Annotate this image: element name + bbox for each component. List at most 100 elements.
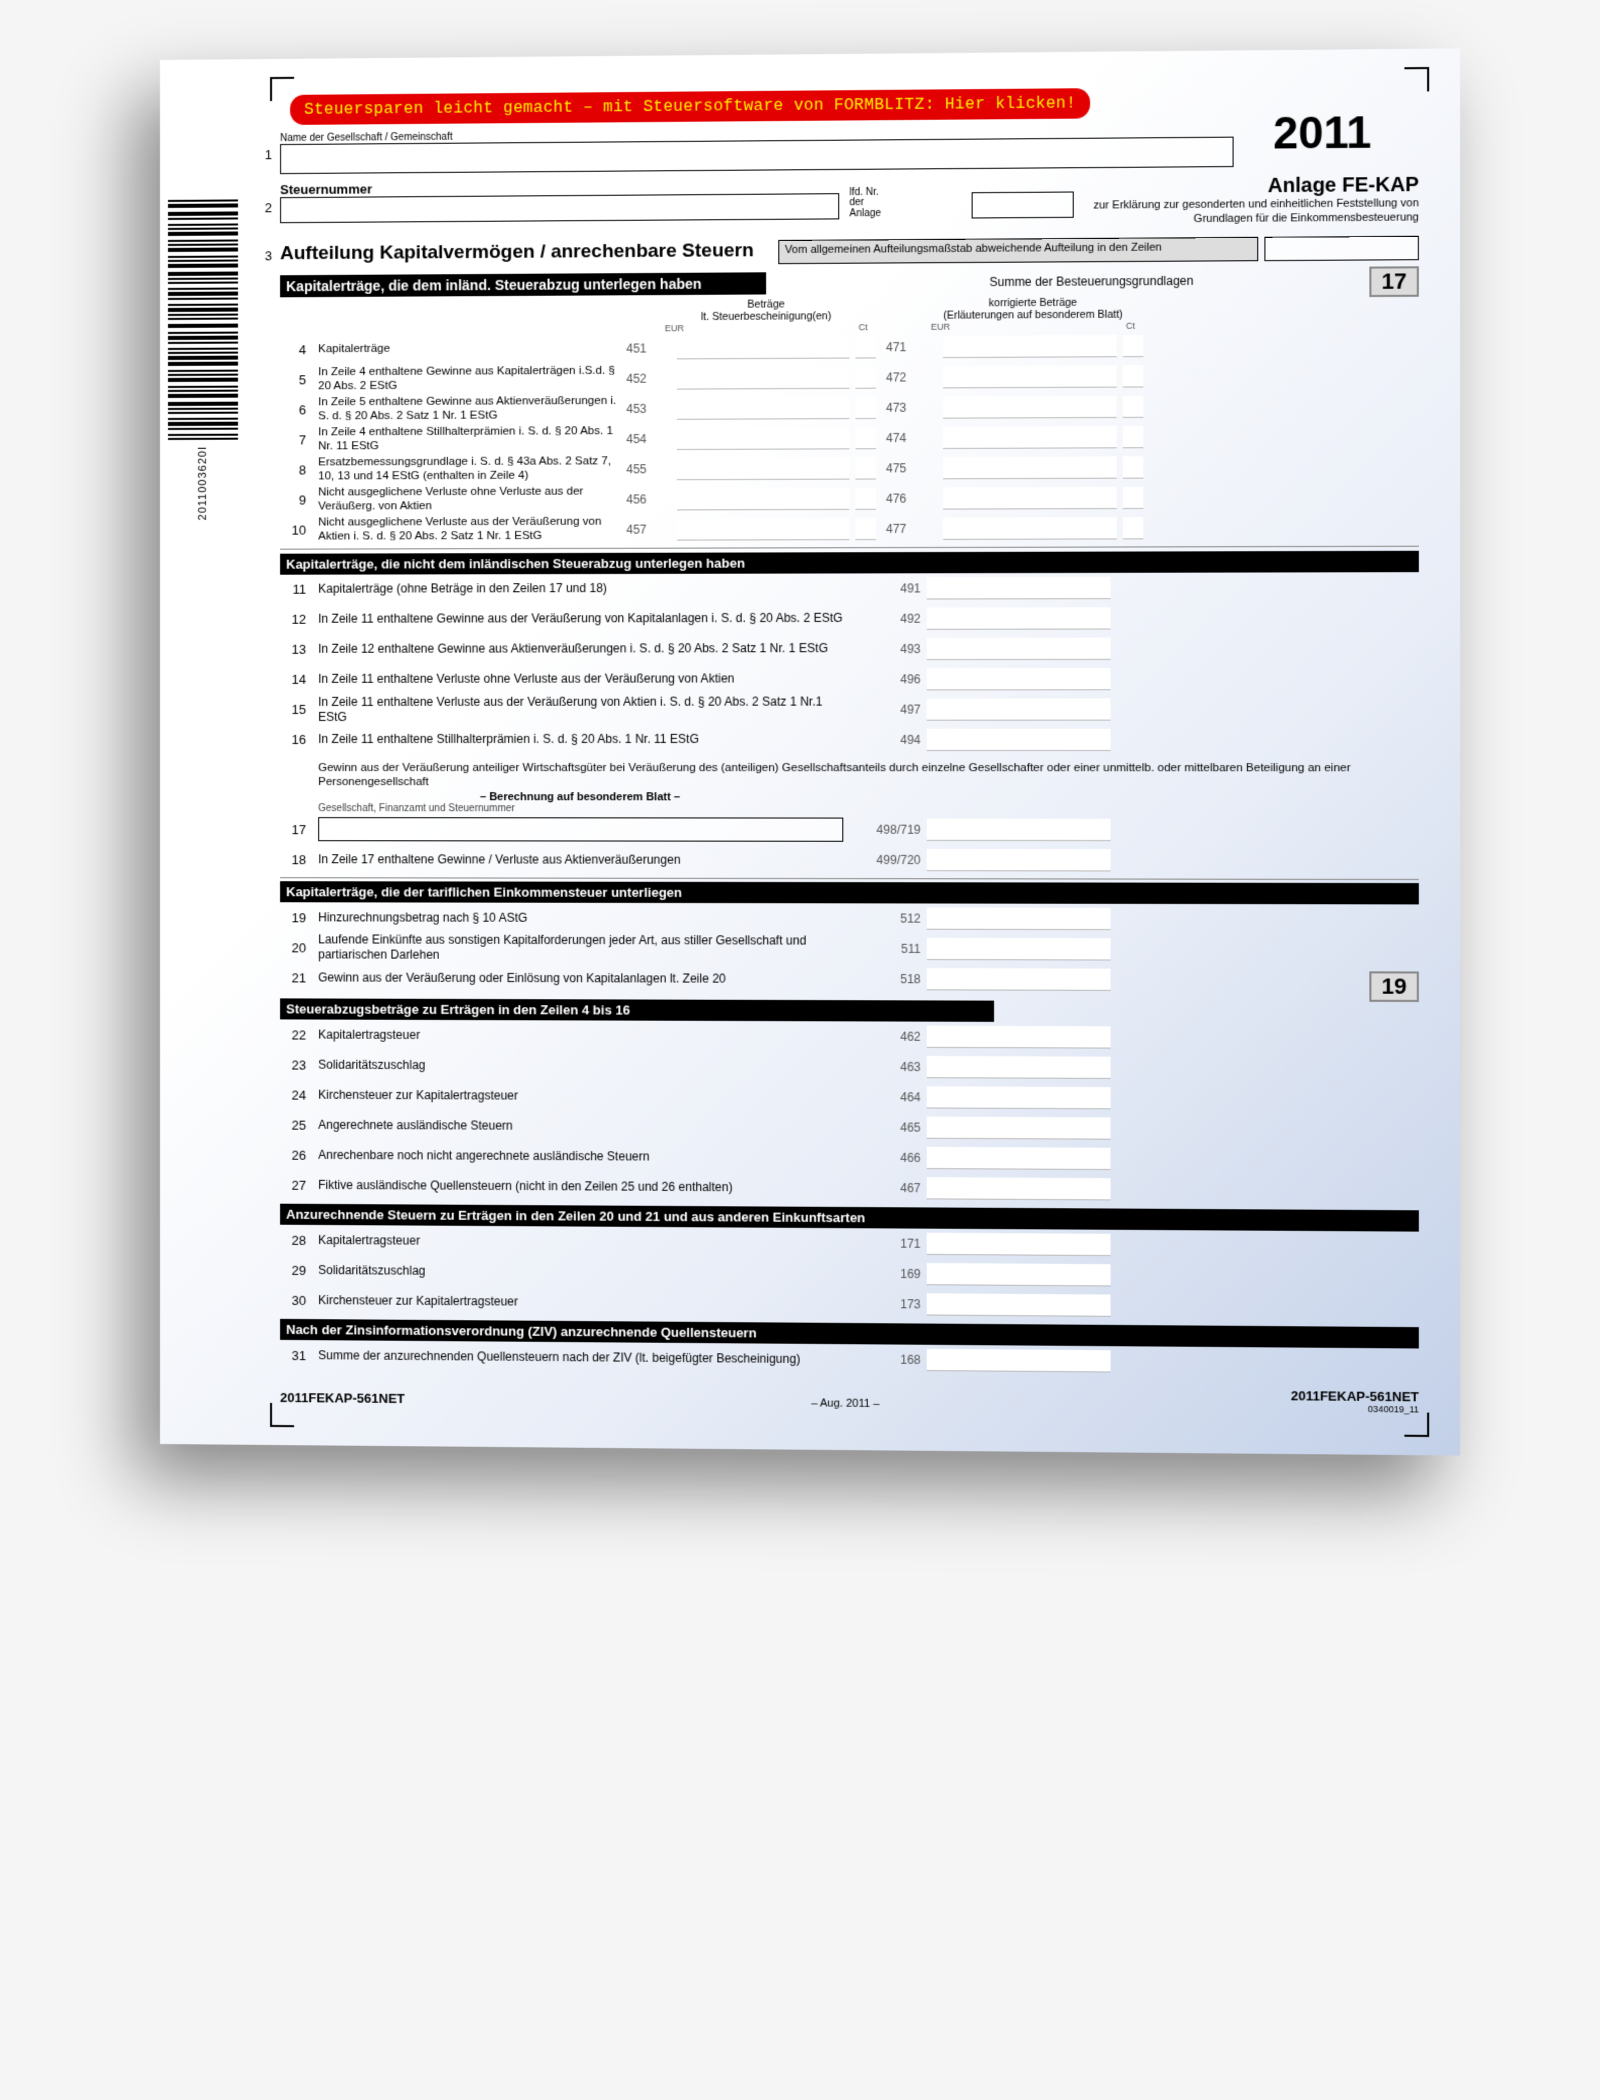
table-row: 21 Gewinn aus der Veräußerung oder Einlö…: [280, 963, 1419, 997]
amount-input[interactable]: [927, 1177, 1111, 1200]
field-code: 512: [849, 912, 920, 926]
field-code: 477: [886, 521, 937, 535]
field-code: 499/720: [849, 853, 920, 867]
row-number: 7: [280, 432, 312, 447]
amount-input[interactable]: [677, 396, 849, 419]
amount-input[interactable]: [927, 698, 1111, 720]
ct-input[interactable]: [855, 457, 875, 479]
amount-input[interactable]: [927, 1117, 1111, 1140]
col-b-head: korrigierte Beträge (Erläuterungen auf b…: [931, 296, 1135, 321]
row-number: 14: [280, 672, 312, 687]
ct-input[interactable]: [1123, 425, 1143, 447]
ct-input[interactable]: [855, 517, 875, 539]
amount-input[interactable]: [943, 517, 1117, 540]
amount-input[interactable]: [943, 426, 1117, 449]
field-code: 492: [849, 611, 920, 625]
field-code: 457: [626, 522, 671, 536]
amount-input[interactable]: [927, 607, 1111, 630]
amount-input[interactable]: [927, 908, 1111, 931]
row-description: Kapitalerträge: [318, 341, 620, 356]
promo-banner[interactable]: Steuersparen leicht gemacht – mit Steuer…: [290, 88, 1090, 125]
amount-input[interactable]: [927, 1349, 1111, 1373]
amount-input[interactable]: [927, 968, 1111, 991]
field-code: 465: [849, 1120, 920, 1134]
field-code: 475: [886, 461, 937, 475]
section-a-title: Kapitalerträge, die dem inländ. Steuerab…: [280, 272, 766, 297]
row-number: 13: [280, 642, 312, 657]
col-a-head: Beträge lt. Steuerbescheinigung(en): [665, 297, 868, 322]
crop-mark: [1404, 1413, 1429, 1438]
lfd-input[interactable]: [972, 191, 1074, 218]
amount-input[interactable]: [927, 637, 1111, 659]
amount-input[interactable]: [927, 728, 1111, 750]
steuernummer-input[interactable]: [280, 193, 839, 223]
row-number: 17: [280, 822, 312, 837]
ct-input[interactable]: [1123, 395, 1143, 417]
ct-input[interactable]: [855, 487, 875, 509]
deviation-input[interactable]: [1264, 235, 1418, 260]
eur-label: EUR: [931, 321, 950, 331]
ct-input[interactable]: [1123, 456, 1143, 478]
amount-input[interactable]: [677, 336, 849, 359]
row-number: 10: [280, 523, 312, 538]
ct-input[interactable]: [1123, 365, 1143, 387]
section-d-wrap: 19 Steuerabzugsbeträge zu Erträgen in de…: [280, 999, 1419, 1024]
row-description: In Zeile 11 enthaltene Verluste ohne Ver…: [318, 671, 843, 687]
row-number: 2: [252, 200, 272, 215]
amount-input[interactable]: [927, 1147, 1111, 1170]
row-description: In Zeile 5 enthaltene Gewinne aus Aktien…: [318, 395, 620, 424]
amount-input[interactable]: [943, 486, 1117, 509]
ct-input[interactable]: [855, 366, 875, 388]
ct-input[interactable]: [1123, 334, 1143, 356]
field-code: 171: [849, 1237, 920, 1252]
amount-input[interactable]: [927, 819, 1111, 841]
ct-input[interactable]: [1123, 517, 1143, 539]
table-row: 11 Kapitalerträge (ohne Beträge in den Z…: [280, 572, 1419, 605]
box-17: 17: [1369, 266, 1418, 297]
amount-input[interactable]: [677, 487, 849, 510]
ct-input[interactable]: [855, 427, 875, 449]
ct-input[interactable]: [855, 396, 875, 418]
amount-input[interactable]: [677, 517, 849, 540]
amount-input[interactable]: [927, 938, 1111, 961]
table-row: 10 Nicht ausgeglichene Verluste aus der …: [280, 512, 1419, 546]
amount-input[interactable]: [677, 427, 849, 450]
row-description: In Zeile 11 enthaltene Stillhalterprämie…: [318, 732, 843, 747]
row-description: In Zeile 17 enthaltene Gewinne / Verlust…: [318, 852, 843, 868]
row-number: 30: [280, 1293, 312, 1308]
amount-input[interactable]: [927, 1263, 1111, 1286]
rows-section-e: 28 Kapitalertragsteuer 171 29 Solidaritä…: [280, 1225, 1419, 1323]
row-number: 19: [280, 910, 312, 925]
summe-label: Summe der Besteuerungsgrundlagen: [767, 272, 1419, 290]
row-description: Fiktive ausländische Quellensteuern (nic…: [318, 1178, 843, 1196]
table-row: 13 In Zeile 12 enthaltene Gewinne aus Ak…: [280, 633, 1419, 665]
amount-input[interactable]: [677, 457, 849, 480]
amount-input[interactable]: [677, 366, 849, 389]
amount-input[interactable]: [927, 667, 1111, 689]
rows-section-a: 4 Kapitalerträge 451 471 5 In Zeile 4 en…: [280, 329, 1419, 545]
footer-right-text: 2011FEKAP-561NET: [1291, 1388, 1419, 1404]
amount-input[interactable]: [927, 576, 1111, 599]
table-row: 6 In Zeile 5 enthaltene Gewinne aus Akti…: [280, 390, 1419, 425]
gesellschaft-input[interactable]: [318, 817, 843, 842]
row-number: 11: [280, 582, 312, 597]
amount-input[interactable]: [943, 334, 1117, 357]
amount-input[interactable]: [927, 849, 1111, 871]
row-description: Kapitalerträge (ohne Beträge in den Zeil…: [318, 581, 843, 597]
row-number: 31: [280, 1348, 312, 1363]
amount-input[interactable]: [927, 1056, 1111, 1079]
amount-input[interactable]: [927, 1233, 1111, 1256]
row-number: 23: [280, 1057, 312, 1072]
amount-input[interactable]: [943, 365, 1117, 388]
field-code: 491: [849, 581, 920, 595]
amount-input[interactable]: [943, 456, 1117, 479]
row-number: 3: [252, 247, 272, 262]
amount-input[interactable]: [927, 1087, 1111, 1110]
amount-input[interactable]: [927, 1294, 1111, 1318]
ct-input[interactable]: [855, 336, 875, 358]
ct-input[interactable]: [1123, 486, 1143, 508]
amount-input[interactable]: [943, 395, 1117, 418]
gray-note: Vom allgemeinen Aufteilungsmaßstab abwei…: [778, 236, 1258, 263]
table-row: 9 Nicht ausgeglichene Verluste ohne Verl…: [280, 481, 1419, 515]
amount-input[interactable]: [927, 1026, 1111, 1049]
